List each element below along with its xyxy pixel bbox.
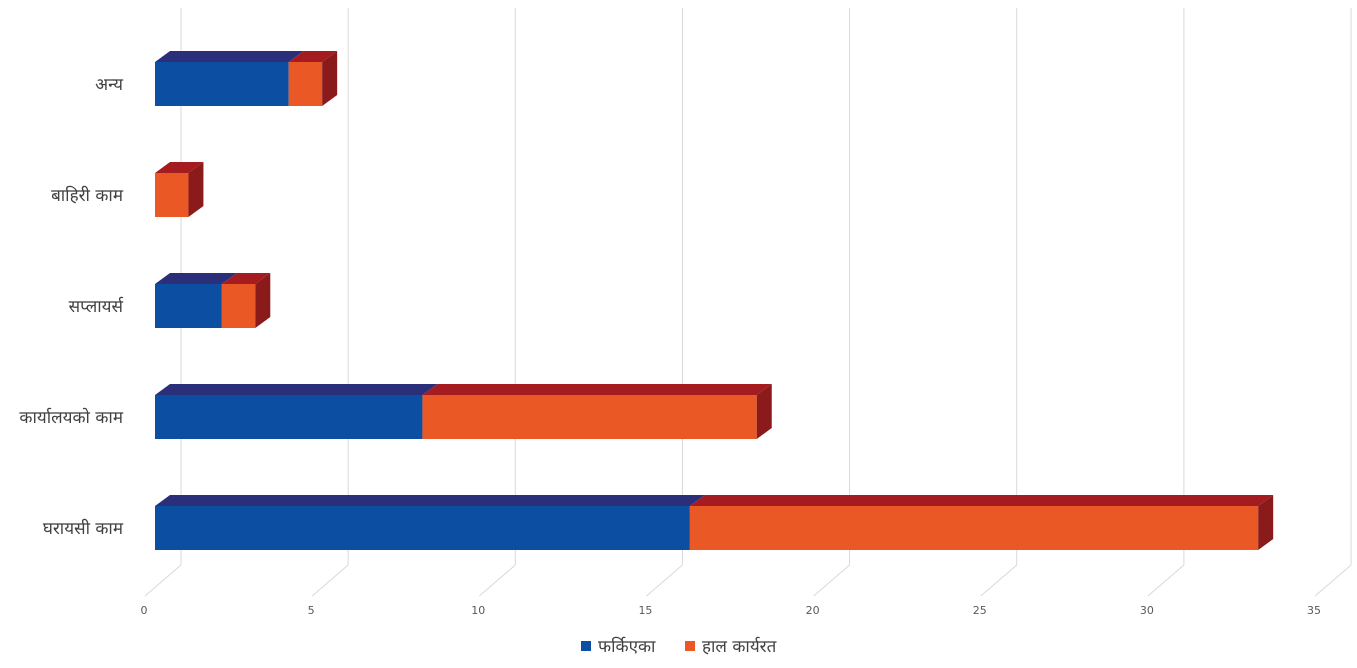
x-tick-label: 0 — [141, 604, 148, 617]
bar-segment — [422, 395, 757, 439]
bar-top-face — [155, 162, 204, 173]
bar-side-face — [322, 51, 338, 106]
bar-segment — [155, 506, 690, 550]
bar-segment — [155, 62, 289, 106]
category-label: सप्लायर्स — [69, 296, 124, 317]
bar-segment — [221, 284, 256, 328]
gridlines — [144, 8, 1352, 597]
x-axis-ticks: 0 5 10 15 20 25 30 35 — [141, 604, 1322, 617]
x-tick-label: 30 — [1140, 604, 1154, 617]
x-tick-label: 20 — [806, 604, 820, 617]
legend: फर्किएका हाल कार्यरत — [581, 636, 777, 657]
category-label: घरायसी काम — [43, 518, 124, 539]
floor-gridline — [813, 564, 850, 597]
floor-gridline — [144, 564, 182, 597]
floor-gridline — [980, 564, 1018, 597]
x-tick-label: 35 — [1307, 604, 1321, 617]
category-labels: घरायसी काम कार्यालयको काम सप्लायर्स बाहिरी … — [19, 75, 124, 539]
bar-side-face — [1258, 495, 1274, 550]
floor-gridline — [1314, 564, 1352, 597]
bar-top-face — [155, 384, 438, 395]
legend-label: फर्किएका — [598, 636, 656, 657]
bar-top-face — [422, 384, 772, 395]
legend-swatch — [685, 641, 695, 651]
x-tick-label: 15 — [638, 604, 652, 617]
bar-segment — [288, 62, 323, 106]
bar-top-face — [221, 273, 271, 284]
bar-segment — [689, 506, 1259, 550]
bar-top-face — [155, 51, 304, 62]
x-tick-label: 10 — [471, 604, 485, 617]
bar-top-face — [155, 273, 237, 284]
floor-gridline — [478, 564, 516, 597]
floor-gridline — [311, 564, 349, 597]
bar-top-face — [288, 51, 338, 62]
category-label: कार्यालयको काम — [19, 407, 123, 428]
bar-top-face — [689, 495, 1274, 506]
legend-swatch — [581, 641, 591, 651]
x-tick-label: 25 — [973, 604, 987, 617]
floor-gridline — [1147, 564, 1185, 597]
bar-top-face — [155, 495, 705, 506]
legend-label: हाल कार्यरत — [702, 636, 777, 657]
bar-side-face — [188, 162, 204, 217]
bar-segment — [155, 395, 423, 439]
bar-side-face — [756, 384, 772, 439]
bar-segment — [155, 284, 222, 328]
bars — [155, 51, 1274, 550]
floor-gridline — [646, 564, 683, 597]
category-label: बाहिरी काम — [51, 185, 124, 206]
bar-segment — [155, 173, 189, 217]
bar-side-face — [255, 273, 271, 328]
x-tick-label: 5 — [308, 604, 315, 617]
category-label: अन्य — [95, 75, 124, 95]
